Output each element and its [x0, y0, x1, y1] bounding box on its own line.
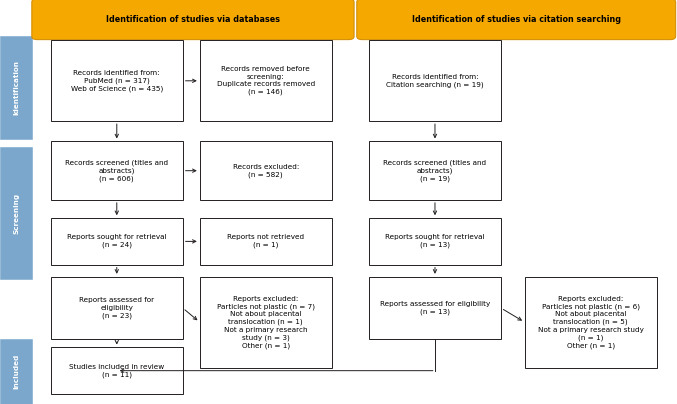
- Text: Identification of studies via databases: Identification of studies via databases: [106, 15, 280, 24]
- Text: Studies included in review
(n = 11): Studies included in review (n = 11): [69, 364, 165, 378]
- Text: Reports assessed for
eligibility
(n = 23): Reports assessed for eligibility (n = 23…: [79, 297, 154, 319]
- FancyBboxPatch shape: [369, 277, 501, 339]
- FancyBboxPatch shape: [0, 147, 32, 279]
- Text: Records identified from:
Citation searching (n = 19): Records identified from: Citation search…: [386, 74, 484, 88]
- FancyBboxPatch shape: [200, 277, 332, 368]
- FancyBboxPatch shape: [51, 347, 183, 394]
- Text: Reports not retrieved
(n = 1): Reports not retrieved (n = 1): [227, 234, 304, 248]
- Text: Identification: Identification: [14, 60, 19, 116]
- Text: Reports excluded:
Particles not plastic (n = 7)
Not about placental
translocatio: Reports excluded: Particles not plastic …: [217, 296, 315, 349]
- FancyBboxPatch shape: [0, 36, 32, 139]
- Text: Records screened (titles and
abstracts)
(n = 19): Records screened (titles and abstracts) …: [383, 160, 487, 182]
- FancyBboxPatch shape: [369, 141, 501, 200]
- FancyBboxPatch shape: [51, 277, 183, 339]
- FancyBboxPatch shape: [200, 141, 332, 200]
- Text: Records excluded:
(n = 582): Records excluded: (n = 582): [232, 164, 299, 178]
- Text: Records removed before
screening:
Duplicate records removed
(n = 146): Records removed before screening: Duplic…: [217, 66, 315, 95]
- FancyBboxPatch shape: [369, 40, 501, 121]
- FancyBboxPatch shape: [357, 0, 676, 40]
- FancyBboxPatch shape: [200, 218, 332, 265]
- FancyBboxPatch shape: [32, 0, 354, 40]
- Text: Screening: Screening: [14, 193, 19, 234]
- FancyBboxPatch shape: [0, 339, 32, 404]
- Text: Records identified from:
PubMed (n = 317)
Web of Science (n = 435): Records identified from: PubMed (n = 317…: [70, 70, 163, 92]
- Text: Records screened (titles and
abstracts)
(n = 606): Records screened (titles and abstracts) …: [65, 160, 169, 182]
- FancyBboxPatch shape: [200, 40, 332, 121]
- FancyBboxPatch shape: [525, 277, 657, 368]
- Text: Reports sought for retrieval
(n = 24): Reports sought for retrieval (n = 24): [67, 234, 167, 248]
- FancyBboxPatch shape: [51, 40, 183, 121]
- Text: Identification of studies via citation searching: Identification of studies via citation s…: [412, 15, 621, 24]
- FancyBboxPatch shape: [51, 141, 183, 200]
- Text: Reports sought for retrieval
(n = 13): Reports sought for retrieval (n = 13): [385, 234, 485, 248]
- Text: Included: Included: [14, 354, 19, 389]
- FancyBboxPatch shape: [369, 218, 501, 265]
- Text: Reports excluded:
Particles not plastic (n = 6)
Not about placental
translocatio: Reports excluded: Particles not plastic …: [538, 296, 644, 349]
- FancyBboxPatch shape: [51, 218, 183, 265]
- Text: Reports assessed for eligibility
(n = 13): Reports assessed for eligibility (n = 13…: [380, 301, 490, 315]
